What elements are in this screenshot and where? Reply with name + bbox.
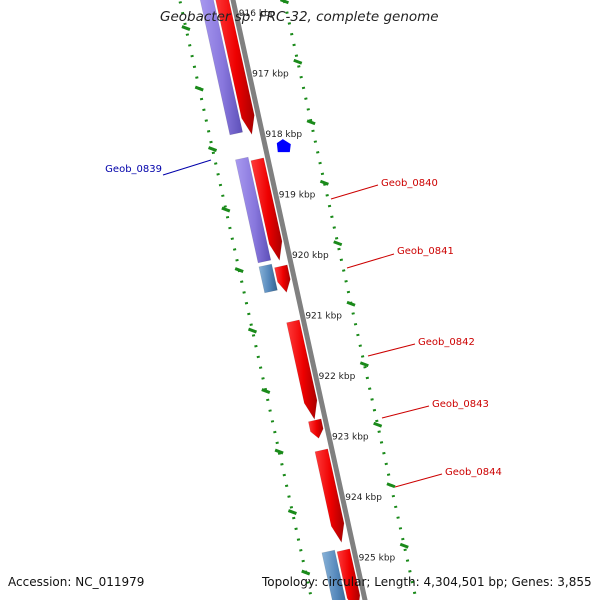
- map-title: Geobacter sp. FRC-32, complete genome: [160, 9, 439, 25]
- tick-label: 924 kbp: [345, 493, 382, 503]
- major-tick: [386, 482, 396, 489]
- gene-arrow-forward: [215, 0, 255, 136]
- major-tick: [399, 542, 409, 549]
- genome-summary-text: Topology: circular; Length: 4,304,501 bp…: [262, 575, 592, 589]
- gene-label: Geob_0843: [432, 399, 489, 410]
- gene-leader-line: [346, 253, 395, 269]
- gene-label: Geob_0841: [397, 246, 454, 257]
- major-tick: [333, 240, 343, 247]
- gene-leader-line: [330, 184, 379, 200]
- gene-label: Geob_0839: [105, 164, 162, 175]
- major-tick: [208, 146, 218, 152]
- gene-arrow-forward: [286, 319, 318, 421]
- cds-band: [321, 549, 347, 604]
- gene-label: Geob_0844: [445, 467, 502, 478]
- major-tick: [194, 85, 204, 92]
- tick-label: 916 kbp: [239, 9, 276, 19]
- gene-arrow-forward: [274, 264, 291, 293]
- major-tick: [221, 206, 231, 213]
- major-tick: [247, 327, 258, 334]
- major-tick: [373, 421, 383, 428]
- major-tick: [287, 509, 297, 515]
- tick-label: 923 kbp: [332, 433, 369, 443]
- tick-label: 922 kbp: [319, 372, 356, 382]
- backbone-line: [230, 0, 369, 604]
- tick-label: 919 kbp: [279, 191, 316, 201]
- cds-band: [199, 0, 243, 136]
- major-tick: [346, 300, 356, 307]
- gene-arrow-forward: [308, 418, 324, 439]
- gene-leader-line: [381, 405, 430, 419]
- tick-label: 917 kbp: [252, 70, 289, 80]
- major-tick: [261, 388, 271, 394]
- major-tick: [319, 179, 329, 186]
- gene-leader-line: [394, 473, 443, 488]
- tick-label: 925 kbp: [359, 554, 396, 564]
- major-tick: [181, 25, 191, 31]
- gene-label: Geob_0842: [418, 337, 475, 348]
- tick-label: 921 kbp: [305, 312, 342, 322]
- cds-band: [235, 156, 272, 264]
- gene-label: Geob_0840: [381, 178, 438, 189]
- major-tick: [279, 0, 289, 5]
- gene-leader-line: [162, 159, 212, 176]
- major-tick: [274, 448, 284, 455]
- accession-text: Accession: NC_011979: [8, 575, 145, 589]
- tick-label: 920 kbp: [292, 251, 329, 261]
- gene-arrow-forward: [314, 448, 345, 544]
- major-tick: [234, 267, 244, 273]
- tick-label: 918 kbp: [265, 130, 302, 140]
- tick-track-left: [282, 0, 418, 600]
- gene-arrow-forward: [336, 548, 361, 604]
- gene-arrow-forward: [250, 157, 283, 262]
- major-tick: [301, 569, 311, 576]
- cds-band: [258, 263, 278, 294]
- gene-leader-line: [367, 343, 416, 357]
- major-tick: [359, 361, 369, 368]
- tick-track-right: [178, 1, 315, 604]
- gene-arrow-reverse: [276, 139, 291, 153]
- major-tick: [306, 119, 316, 126]
- major-tick: [293, 58, 303, 65]
